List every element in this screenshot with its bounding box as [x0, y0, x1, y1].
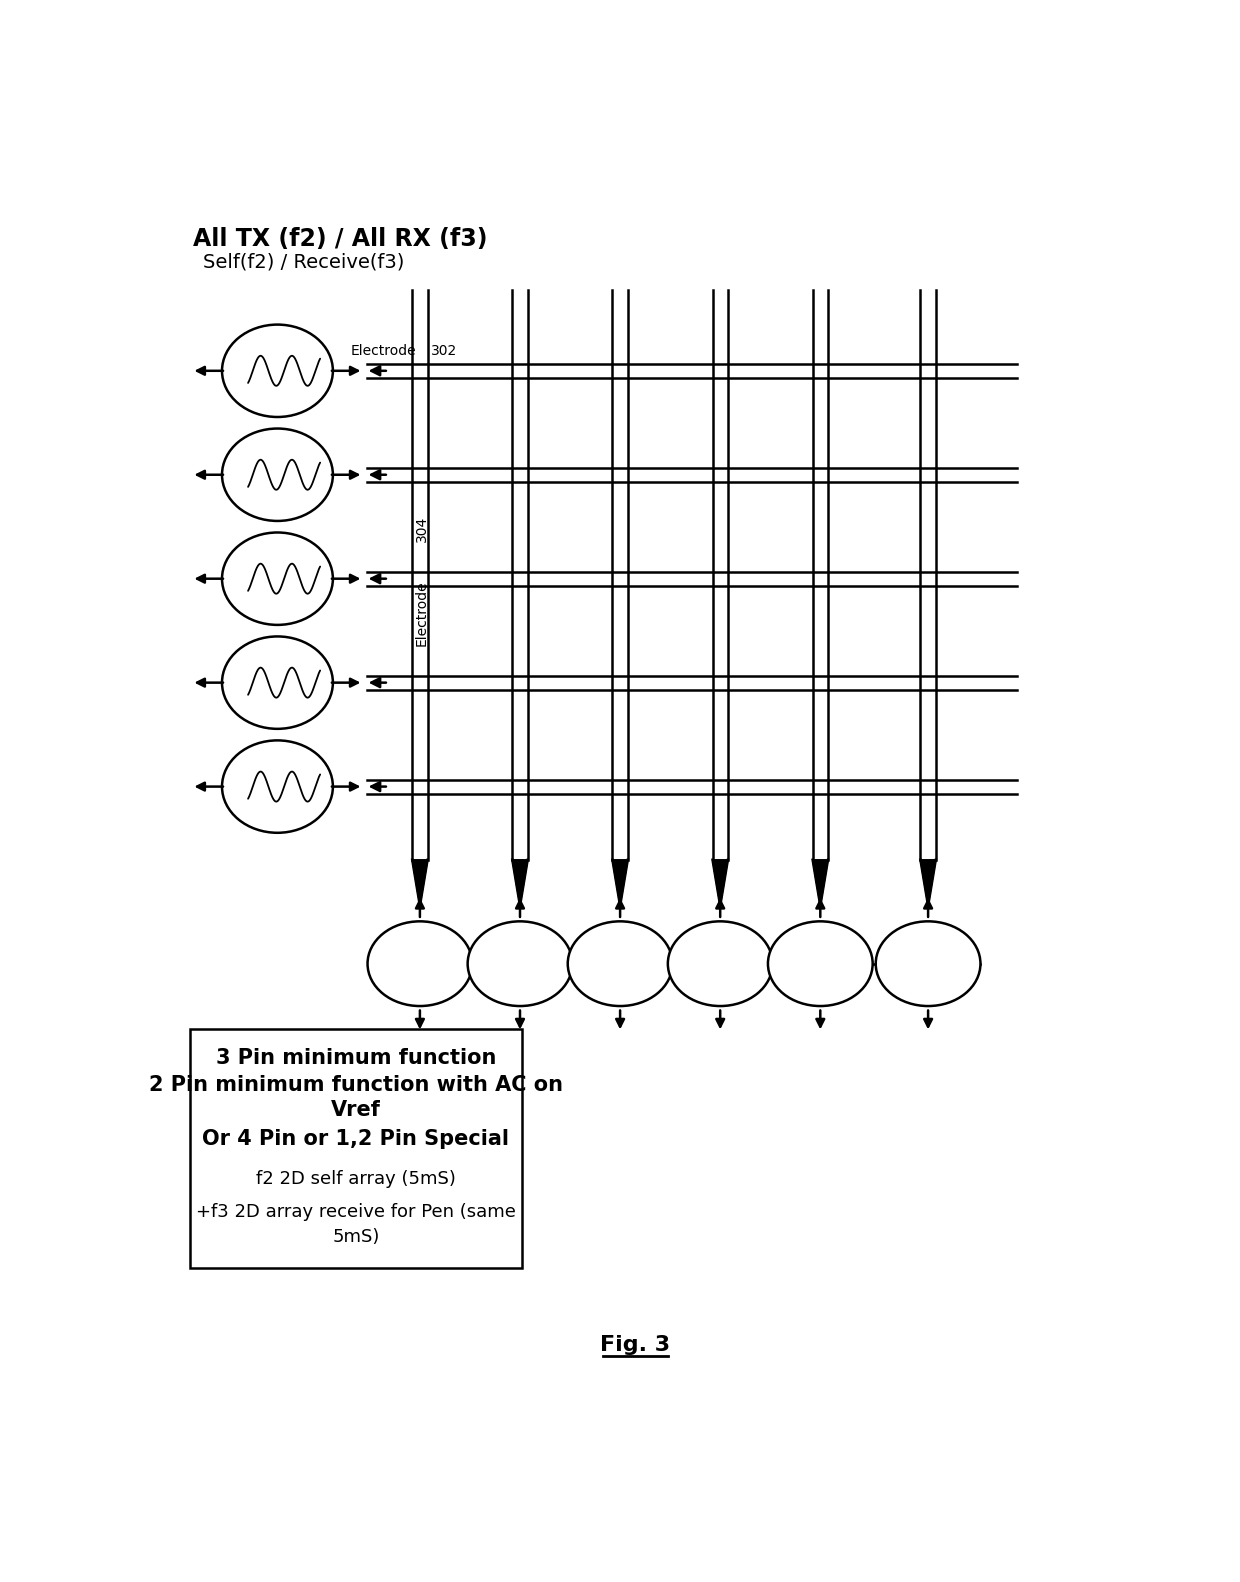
Bar — [191, 1030, 522, 1267]
Polygon shape — [412, 859, 428, 906]
Polygon shape — [713, 859, 728, 906]
Text: Electrode: Electrode — [351, 343, 417, 358]
Text: Vref: Vref — [331, 1099, 381, 1120]
Ellipse shape — [568, 921, 672, 1006]
Text: All TX (f2) / All RX (f3): All TX (f2) / All RX (f3) — [192, 226, 487, 252]
Ellipse shape — [875, 921, 981, 1006]
Polygon shape — [613, 859, 627, 906]
Text: Electrode: Electrode — [414, 581, 429, 645]
Text: 2 Pin minimum function with AC on: 2 Pin minimum function with AC on — [149, 1076, 563, 1095]
Text: Self(f2) / Receive(f3): Self(f2) / Receive(f3) — [203, 253, 404, 272]
Polygon shape — [920, 859, 936, 906]
Text: +f3 2D array receive for Pen (same: +f3 2D array receive for Pen (same — [196, 1202, 516, 1221]
Polygon shape — [812, 859, 828, 906]
Text: f2 2D self array (5mS): f2 2D self array (5mS) — [255, 1171, 456, 1188]
Text: 304: 304 — [414, 516, 429, 541]
Ellipse shape — [668, 921, 773, 1006]
Ellipse shape — [367, 921, 472, 1006]
Text: Or 4 Pin or 1,2 Pin Special: Or 4 Pin or 1,2 Pin Special — [202, 1130, 510, 1149]
Polygon shape — [512, 859, 528, 906]
Text: 5mS): 5mS) — [332, 1228, 379, 1247]
Ellipse shape — [768, 921, 873, 1006]
Ellipse shape — [467, 921, 573, 1006]
Text: 3 Pin minimum function: 3 Pin minimum function — [216, 1049, 496, 1068]
Text: Fig. 3: Fig. 3 — [600, 1335, 671, 1354]
Text: 302: 302 — [430, 343, 456, 358]
